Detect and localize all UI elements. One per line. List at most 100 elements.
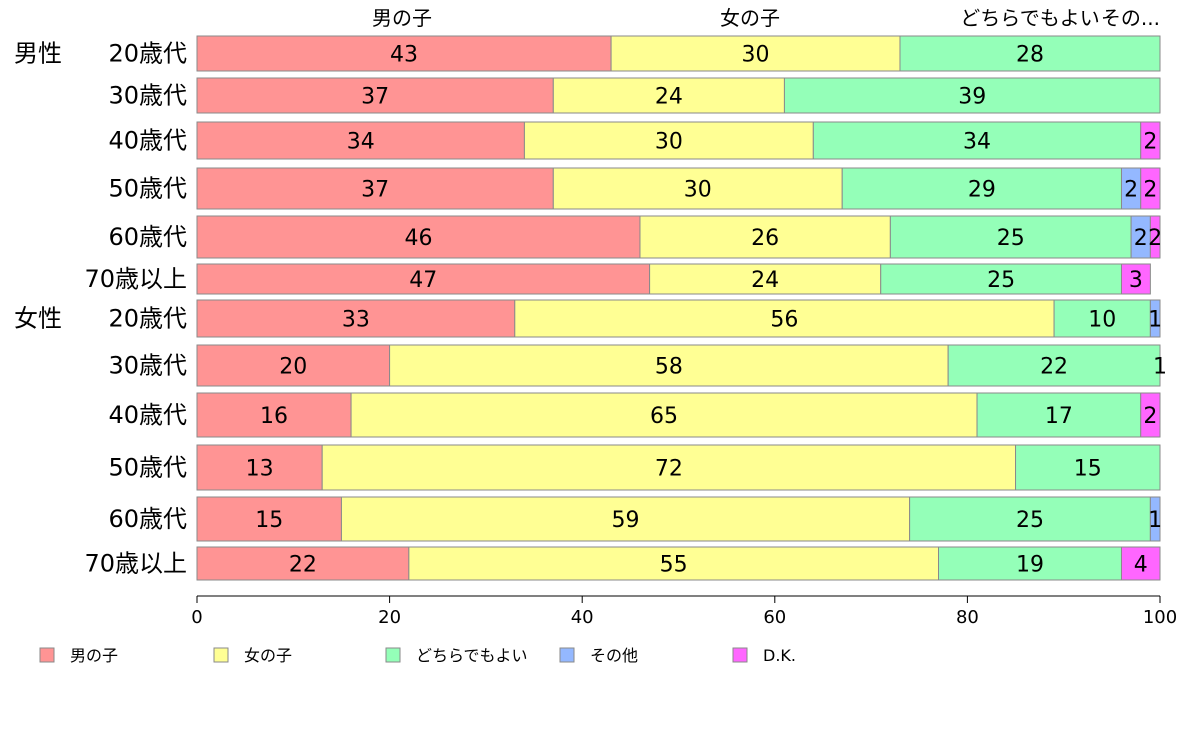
x-tick-label: 0 — [191, 607, 202, 628]
bar-segment — [523, 121, 814, 160]
x-tick-label: 40 — [571, 607, 594, 628]
data-label: 2 — [1124, 178, 1138, 203]
bar-segment — [196, 392, 352, 438]
x-tick-label: 60 — [763, 607, 786, 628]
bar-segment — [938, 546, 1122, 581]
data-label: 29 — [968, 178, 996, 203]
bar-segment — [1053, 299, 1151, 338]
bar-segment — [389, 344, 949, 387]
legend-label: どちらでもよい — [416, 646, 528, 665]
data-label: 17 — [1045, 404, 1073, 429]
bar-segment — [812, 121, 1142, 160]
x-tick-label: 100 — [1143, 607, 1177, 628]
data-label: 34 — [347, 130, 375, 155]
row-labels: 20歳代 30歳代 40歳代 50歳代 60歳代 70歳以上 20歳代 30歳代 40歳代 50歳… — [84, 40, 187, 578]
bar-segment — [552, 77, 785, 114]
legend-label: その他 — [590, 646, 638, 665]
data-label: 30 — [684, 178, 712, 203]
column-header: 男の子 — [372, 6, 432, 30]
data-label: 15 — [255, 508, 283, 533]
data-label: 59 — [612, 508, 640, 533]
bar-segment — [1140, 392, 1161, 438]
data-label: 28 — [1016, 43, 1044, 68]
data-label: 22 — [289, 553, 317, 578]
data-label: 24 — [751, 268, 779, 293]
data-label: 65 — [650, 404, 678, 429]
data-label: 2 — [1143, 404, 1157, 429]
bar-segment — [1120, 546, 1161, 581]
row-label: 50歳代 — [108, 454, 187, 482]
row-label: 60歳代 — [108, 505, 187, 533]
bar-segment — [1120, 263, 1151, 295]
data-label: 24 — [655, 85, 683, 110]
data-label: 47 — [409, 268, 437, 293]
data-label: 2 — [1143, 130, 1157, 155]
bar-segment — [639, 215, 891, 259]
data-label: 72 — [655, 457, 683, 482]
data-label: 55 — [660, 553, 688, 578]
row-label: 30歳代 — [108, 352, 187, 380]
x-tick-label: 80 — [956, 607, 979, 628]
bar-segment — [196, 496, 342, 542]
bar-segment — [196, 344, 391, 387]
legend: 男の子 女の子 どちらでもよい その他 D.K. — [39, 646, 796, 665]
data-label: 39 — [958, 85, 986, 110]
column-header: 女の子 — [720, 6, 780, 30]
bar-segment — [340, 496, 911, 542]
bar-segment — [196, 167, 554, 210]
bar-segment — [976, 392, 1142, 438]
data-label: 15 — [1074, 457, 1102, 482]
x-tick-label: 20 — [378, 607, 401, 628]
bar-segment — [1140, 167, 1161, 210]
row-label: 50歳代 — [108, 175, 187, 203]
data-label: 13 — [246, 457, 274, 482]
group-label: 男性 — [14, 40, 62, 68]
row-label: 40歳代 — [108, 127, 187, 155]
bar-segment — [610, 35, 901, 72]
bar-segment — [889, 215, 1132, 259]
bar-segment — [783, 77, 1161, 114]
data-label: 10 — [1088, 308, 1116, 333]
bar-segment — [196, 444, 323, 491]
column-headers: 男の子 女の子 どちらでもよい その... — [372, 6, 1160, 30]
bar-segment — [196, 215, 641, 259]
data-label: 2 — [1134, 226, 1148, 251]
legend-swatch — [732, 647, 748, 663]
bar-segment — [196, 299, 516, 338]
row-label: 20歳代 — [108, 40, 187, 68]
row-label: 70歳以上 — [84, 550, 187, 578]
legend-swatch — [213, 647, 229, 663]
legend-swatch — [559, 647, 575, 663]
data-label: 25 — [997, 226, 1025, 251]
bar-segment — [841, 167, 1122, 210]
data-label: 25 — [987, 268, 1015, 293]
bar-segment — [196, 263, 651, 295]
data-label: 3 — [1129, 268, 1143, 293]
row-label: 40歳代 — [108, 401, 187, 429]
data-label: 43 — [390, 43, 418, 68]
bar-segment — [196, 35, 612, 72]
data-label: 30 — [655, 130, 683, 155]
bar-segment — [1149, 215, 1161, 259]
data-label: 46 — [404, 226, 432, 251]
bar-segment — [321, 444, 1017, 491]
data-label: 56 — [770, 308, 798, 333]
data-label: 1 — [1148, 508, 1162, 533]
column-header: その... — [1101, 6, 1160, 30]
bar-segment — [649, 263, 882, 295]
row-label: 70歳以上 — [84, 265, 187, 293]
bar-segment — [1015, 444, 1161, 491]
row-label: 20歳代 — [108, 305, 187, 333]
bar-segment — [408, 546, 940, 581]
data-label: 19 — [1016, 553, 1044, 578]
data-label: 58 — [655, 355, 683, 380]
data-label: 26 — [751, 226, 779, 251]
bar-segment — [552, 167, 843, 210]
data-label: 1 — [1153, 355, 1167, 380]
data-label: 4 — [1134, 553, 1148, 578]
data-label: 33 — [342, 308, 370, 333]
legend-swatch — [385, 647, 401, 663]
bar-segment — [196, 121, 525, 160]
data-label: 16 — [260, 404, 288, 429]
